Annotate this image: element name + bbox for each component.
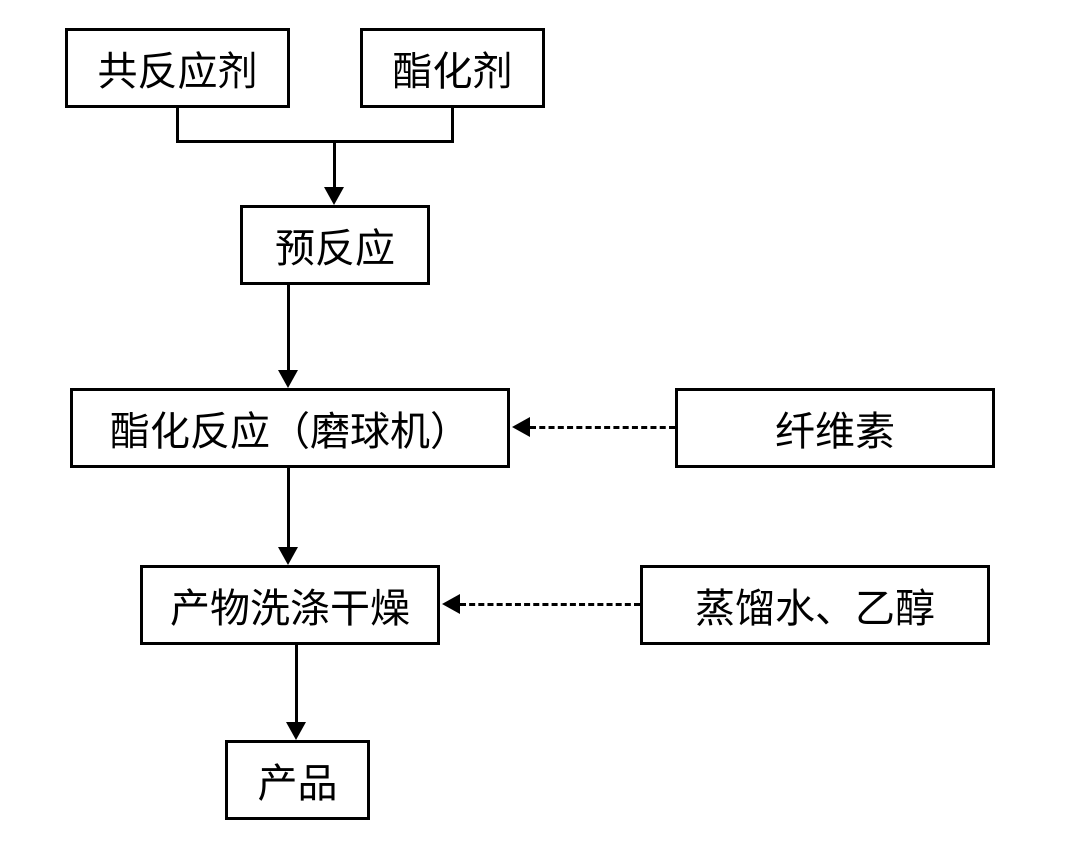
coreactant-label: 共反应剂 <box>98 39 258 97</box>
line-esterifier-down <box>451 108 454 143</box>
prereaction-label: 预反应 <box>275 216 395 274</box>
arrow-to-washing <box>278 547 298 565</box>
esterifier-label: 酯化剂 <box>393 39 513 97</box>
arrow-to-prereaction <box>324 187 344 205</box>
line-coreactant-down <box>176 108 179 143</box>
dashed-cellulose <box>530 426 675 429</box>
water-ethanol-box: 蒸馏水、乙醇 <box>640 565 990 645</box>
product-box: 产品 <box>225 740 370 820</box>
esterification-label: 酯化反应（磨球机） <box>110 399 470 457</box>
arrow-from-cellulose <box>512 417 530 437</box>
flowchart-container: 共反应剂 酯化剂 预反应 酯化反应（磨球机） 纤维素 产物洗涤干燥 蒸馏水、乙醇 <box>0 0 1071 841</box>
arrow-to-esterification <box>278 370 298 388</box>
line-prereaction-down <box>287 285 290 371</box>
line-join-down <box>333 143 336 187</box>
product-label: 产品 <box>258 751 338 809</box>
dashed-water-ethanol <box>460 603 640 606</box>
coreactant-box: 共反应剂 <box>65 28 290 108</box>
esterification-box: 酯化反应（磨球机） <box>70 388 510 468</box>
washing-box: 产物洗涤干燥 <box>140 565 440 645</box>
line-join-horizontal <box>176 140 454 143</box>
prereaction-box: 预反应 <box>240 205 430 285</box>
arrow-to-product <box>286 722 306 740</box>
line-esterification-down <box>287 468 290 548</box>
line-washing-down <box>295 645 298 723</box>
arrow-from-water-ethanol <box>442 594 460 614</box>
cellulose-box: 纤维素 <box>675 388 995 468</box>
water-ethanol-label: 蒸馏水、乙醇 <box>695 576 935 634</box>
esterifier-box: 酯化剂 <box>360 28 545 108</box>
washing-label: 产物洗涤干燥 <box>170 576 410 634</box>
cellulose-label: 纤维素 <box>775 399 895 457</box>
